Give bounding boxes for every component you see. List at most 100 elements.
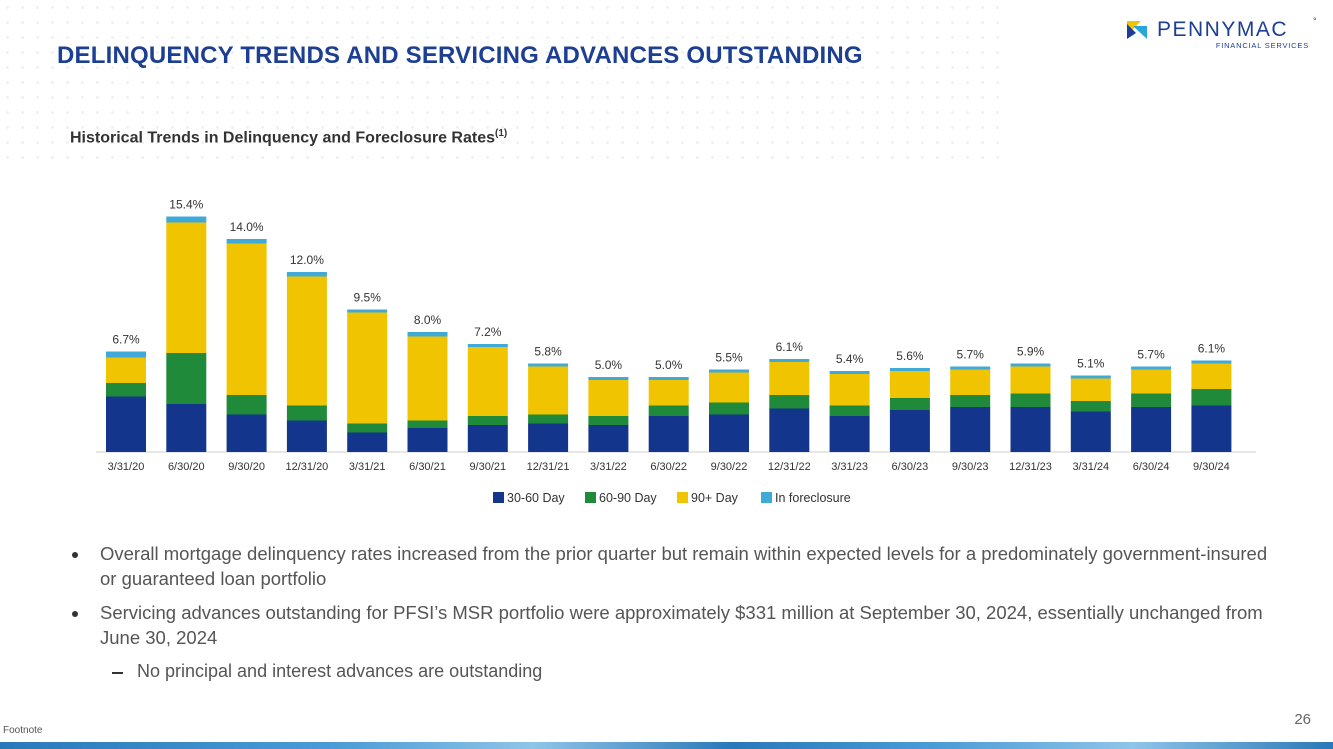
chart-subtitle: Historical Trends in Delinquency and For…	[70, 128, 507, 147]
total-label-9-30-22: 5.5%	[715, 351, 743, 365]
total-label-9-30-23: 5.7%	[957, 348, 985, 362]
logo-mark-icon	[1127, 21, 1147, 39]
bar-30-60-day-6-30-22	[648, 416, 689, 452]
footnote-ref: (1)	[495, 128, 508, 139]
bar-60-90-day-12-31-23	[1010, 393, 1051, 407]
bar-30-60-day-9-30-24	[1191, 405, 1232, 452]
bar-30-60-day-6-30-23	[889, 410, 930, 452]
bar-30-60-day-12-31-23	[1010, 407, 1051, 452]
total-label-12-31-20: 12.0%	[290, 253, 324, 267]
x-tick-label-3-31-21: 3/31/21	[349, 461, 386, 473]
bar-in-foreclosure-3-31-21	[347, 309, 388, 313]
total-label-3-31-21: 9.5%	[354, 291, 382, 305]
bar-60-90-day-6-30-23	[889, 398, 930, 410]
bar-90-day-6-30-23	[889, 371, 930, 398]
bar-60-90-day-3-31-22	[588, 416, 629, 425]
bar-60-90-day-9-30-22	[709, 402, 749, 415]
bar-in-foreclosure-9-30-22	[709, 369, 749, 373]
bar-60-90-day-3-31-23	[829, 405, 870, 416]
bullet-servicing-advances-text: Servicing advances outstanding for PFSI’…	[100, 602, 1263, 648]
legend-swatch-60-90-day	[585, 492, 596, 503]
bar-30-60-day-9-30-20	[226, 414, 267, 452]
x-tick-label-12-31-23: 12/31/23	[1009, 461, 1052, 473]
bar-60-90-day-3-31-20	[106, 383, 146, 397]
dot-pattern	[0, 0, 1000, 160]
total-label-6-30-22: 5.0%	[655, 358, 683, 372]
bar-60-90-day-9-30-21	[467, 416, 508, 425]
total-label-12-31-21: 5.8%	[534, 345, 562, 359]
bar-90-day-9-30-21	[467, 347, 508, 416]
total-label-9-30-24: 6.1%	[1198, 342, 1226, 356]
bar-30-60-day-12-31-20	[286, 420, 327, 452]
bar-30-60-day-12-31-21	[528, 423, 569, 452]
bar-60-90-day-6-30-21	[407, 420, 448, 428]
bar-30-60-day-9-30-21	[467, 425, 508, 452]
x-tick-label-3-31-24: 3/31/24	[1072, 461, 1109, 473]
bar-90-day-3-31-21	[347, 312, 388, 424]
x-tick-label-9-30-20: 9/30/20	[228, 461, 265, 473]
total-label-12-31-23: 5.9%	[1017, 345, 1045, 359]
footnote: Footnote	[3, 725, 43, 736]
bar-30-60-day-9-30-22	[709, 414, 749, 452]
bullet-delinquency: Overall mortgage delinquency rates incre…	[72, 541, 1272, 591]
bar-in-foreclosure-6-30-21	[407, 332, 448, 337]
total-label-6-30-23: 5.6%	[896, 349, 924, 363]
x-tick-label-9-30-24: 9/30/24	[1193, 461, 1230, 473]
total-label-9-30-21: 7.2%	[474, 325, 502, 339]
bar-in-foreclosure-9-30-23	[950, 366, 991, 370]
bar-30-60-day-6-30-21	[407, 428, 448, 452]
total-label-6-30-20: 15.4%	[169, 198, 203, 212]
total-label-3-31-23: 5.4%	[836, 352, 864, 366]
bar-in-foreclosure-3-31-20	[106, 351, 146, 358]
x-tick-label-6-30-22: 6/30/22	[650, 461, 687, 473]
bullet-servicing-advances: Servicing advances outstanding for PFSI’…	[72, 600, 1272, 650]
bar-60-90-day-12-31-21	[528, 414, 569, 424]
bar-90-day-9-30-23	[950, 369, 991, 395]
bar-90-day-6-30-21	[407, 336, 448, 421]
bar-in-foreclosure-3-31-22	[588, 377, 629, 380]
bar-90-day-12-31-21	[528, 366, 569, 415]
total-label-6-30-21: 8.0%	[414, 313, 442, 327]
bar-30-60-day-3-31-21	[347, 432, 388, 452]
bar-in-foreclosure-3-31-23	[829, 371, 870, 374]
total-label-12-31-22: 6.1%	[776, 340, 804, 354]
x-tick-label-12-31-21: 12/31/21	[527, 461, 570, 473]
bar-in-foreclosure-12-31-22	[769, 359, 810, 362]
total-label-3-31-24: 5.1%	[1077, 357, 1105, 371]
legend-swatch-30-60-day	[493, 492, 504, 503]
bar-90-day-3-31-22	[588, 380, 629, 416]
bar-30-60-day-3-31-23	[829, 416, 870, 452]
bar-in-foreclosure-6-30-20	[166, 216, 207, 223]
bar-60-90-day-6-30-20	[166, 353, 207, 404]
bar-60-90-day-6-30-22	[648, 405, 689, 416]
bar-90-day-6-30-24	[1131, 369, 1172, 394]
x-tick-label-9-30-22: 9/30/22	[711, 461, 748, 473]
bar-in-foreclosure-6-30-24	[1131, 366, 1172, 370]
bar-in-foreclosure-12-31-21	[528, 363, 569, 367]
pennymac-logo: PENNYMAC ° FINANCIAL SERVICES	[1127, 16, 1322, 52]
x-tick-label-3-31-20: 3/31/20	[108, 461, 145, 473]
bar-in-foreclosure-9-30-24	[1191, 360, 1232, 364]
bar-60-90-day-3-31-24	[1070, 401, 1111, 412]
page-title: DELINQUENCY TRENDS AND SERVICING ADVANCE…	[57, 42, 863, 69]
bar-30-60-day-12-31-22	[769, 408, 810, 452]
bar-90-day-3-31-20	[106, 357, 146, 383]
bar-in-foreclosure-6-30-23	[889, 368, 930, 371]
bullet-list: Overall mortgage delinquency rates incre…	[72, 541, 1272, 684]
legend-swatch-90-day	[677, 492, 688, 503]
bar-60-90-day-6-30-24	[1131, 393, 1172, 407]
chart-subtitle-text: Historical Trends in Delinquency and For…	[70, 129, 496, 147]
bar-90-day-3-31-24	[1070, 378, 1111, 401]
page-number: 26	[1294, 711, 1311, 728]
bar-90-day-9-30-22	[709, 372, 749, 403]
legend-label-60-90-day: 60-90 Day	[599, 491, 657, 505]
x-tick-label-6-30-23: 6/30/23	[892, 461, 929, 473]
x-tick-label-6-30-21: 6/30/21	[409, 461, 446, 473]
bar-90-day-9-30-24	[1191, 363, 1232, 389]
bar-90-day-12-31-23	[1010, 366, 1051, 394]
legend-label-in-foreclosure: In foreclosure	[775, 491, 851, 505]
total-label-3-31-20: 6.7%	[112, 333, 140, 347]
total-label-3-31-22: 5.0%	[595, 358, 623, 372]
x-tick-label-9-30-23: 9/30/23	[952, 461, 989, 473]
total-label-9-30-20: 14.0%	[230, 220, 264, 234]
